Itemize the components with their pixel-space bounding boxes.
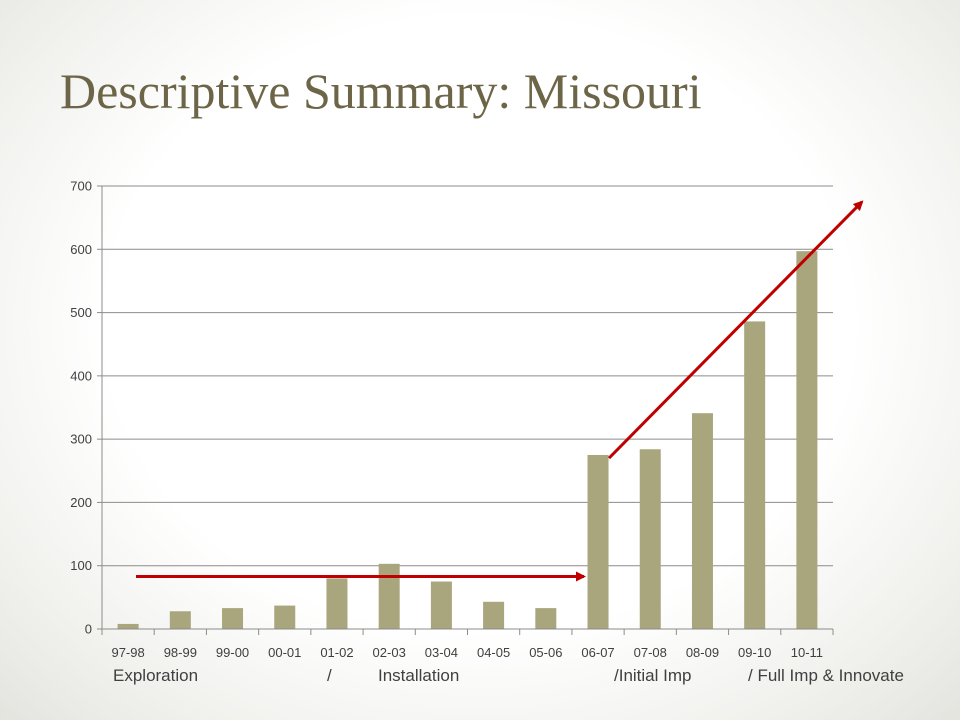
- x-tick-label: 09-10: [738, 645, 771, 660]
- y-tick-label: 100: [70, 558, 92, 573]
- tick-labels: 0 100 200 300 400 500 600 700 97-98 98-99 99-00 00-…: [70, 179, 823, 661]
- bar-02-03: [378, 563, 400, 629]
- x-tick-label: 99-00: [216, 645, 249, 660]
- bar-04-05: [483, 601, 505, 629]
- bar-07-08: [639, 449, 661, 629]
- bar-09-10: [744, 321, 766, 629]
- phase-labels: Exploration / Installation/Initial Imp / Fu…: [113, 666, 904, 685]
- x-tick-label: 01-02: [320, 645, 353, 660]
- y-tick-label: 0: [85, 622, 92, 637]
- bar-99-00: [222, 608, 244, 629]
- bar-03-04: [430, 581, 452, 629]
- bar-01-02: [326, 578, 348, 629]
- phase-label: /: [327, 666, 332, 685]
- y-tick-label: 700: [70, 179, 92, 194]
- x-tick-label: 10-11: [791, 645, 823, 660]
- x-tick-label: 97-98: [111, 645, 144, 660]
- x-tick-label: 05-06: [529, 645, 562, 660]
- y-tick-label: 600: [70, 242, 92, 257]
- x-tick-label: 00-01: [268, 645, 301, 660]
- bar-00-01: [274, 605, 296, 629]
- slide-title: Descriptive Summary: Missouri: [60, 63, 702, 119]
- phase-label: / Full Imp & Innovate: [748, 666, 904, 685]
- axes: [97, 185, 834, 635]
- x-tick-label: 04-05: [477, 645, 510, 660]
- bar-97-98: [117, 623, 139, 629]
- trend-arrows: [136, 200, 864, 582]
- x-tick-label: 08-09: [686, 645, 719, 660]
- phase-label: Exploration: [113, 666, 198, 685]
- phase-label: Installation: [378, 666, 459, 685]
- bar-05-06: [535, 608, 557, 629]
- bar-10-11: [796, 251, 818, 630]
- bar-98-99: [169, 611, 191, 629]
- x-tick-label: 07-08: [634, 645, 667, 660]
- bar-06-07: [587, 454, 609, 629]
- bars: [117, 251, 818, 630]
- y-tick-label: 500: [70, 305, 92, 320]
- x-tick-label: 02-03: [373, 645, 406, 660]
- x-tick-label: 06-07: [581, 645, 614, 660]
- bar-08-09: [691, 413, 713, 629]
- gridlines: [102, 185, 833, 567]
- phase-label: /Initial Imp: [614, 666, 691, 685]
- y-tick-label: 400: [70, 368, 92, 383]
- y-tick-label: 300: [70, 432, 92, 447]
- x-tick-label: 98-99: [164, 645, 197, 660]
- x-tick-label: 03-04: [425, 645, 458, 660]
- y-tick-label: 200: [70, 495, 92, 510]
- rising-trend-arrow: [607, 200, 864, 460]
